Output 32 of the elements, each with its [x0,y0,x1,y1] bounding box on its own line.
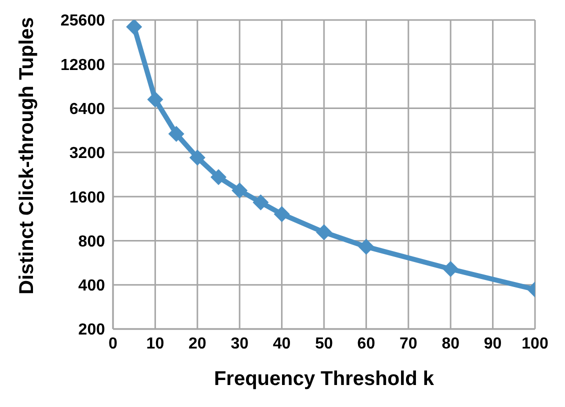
point [189,150,206,166]
x-tick-label: 70 [400,335,418,352]
x-tick-label: 20 [188,335,206,352]
point [442,261,459,278]
point [232,182,248,198]
y-tick-label: 6400 [69,100,106,118]
x-tick-label: 90 [484,335,502,352]
y-tick-label: 1600 [69,189,106,206]
y-tick-label: 12800 [60,56,106,74]
x-tick-label: 30 [230,335,249,352]
point [168,126,184,142]
point [316,224,332,240]
y-tick-label: 200 [78,322,106,339]
point [252,194,269,210]
x-tick-label: 50 [315,335,333,352]
x-tick-label: 100 [522,335,548,352]
y-tick-label: 400 [78,278,106,295]
point [274,206,290,222]
x-tick-label: 80 [442,335,460,352]
x-tick-label: 40 [272,335,291,352]
x-tick-label: 0 [108,335,118,352]
point [210,169,226,186]
point [126,20,142,35]
y-tick-label: 25600 [60,12,106,30]
point [358,238,374,255]
y-tick-label: 800 [78,233,106,250]
y-axis-title: Distinct Click-through Tuples [16,17,38,294]
x-axis-title: Frequency Threshold k [214,368,435,390]
x-tick-label: 60 [357,335,376,352]
point [147,91,164,108]
y-tick-label: 3200 [69,145,106,162]
x-tick-label: 10 [146,335,164,352]
